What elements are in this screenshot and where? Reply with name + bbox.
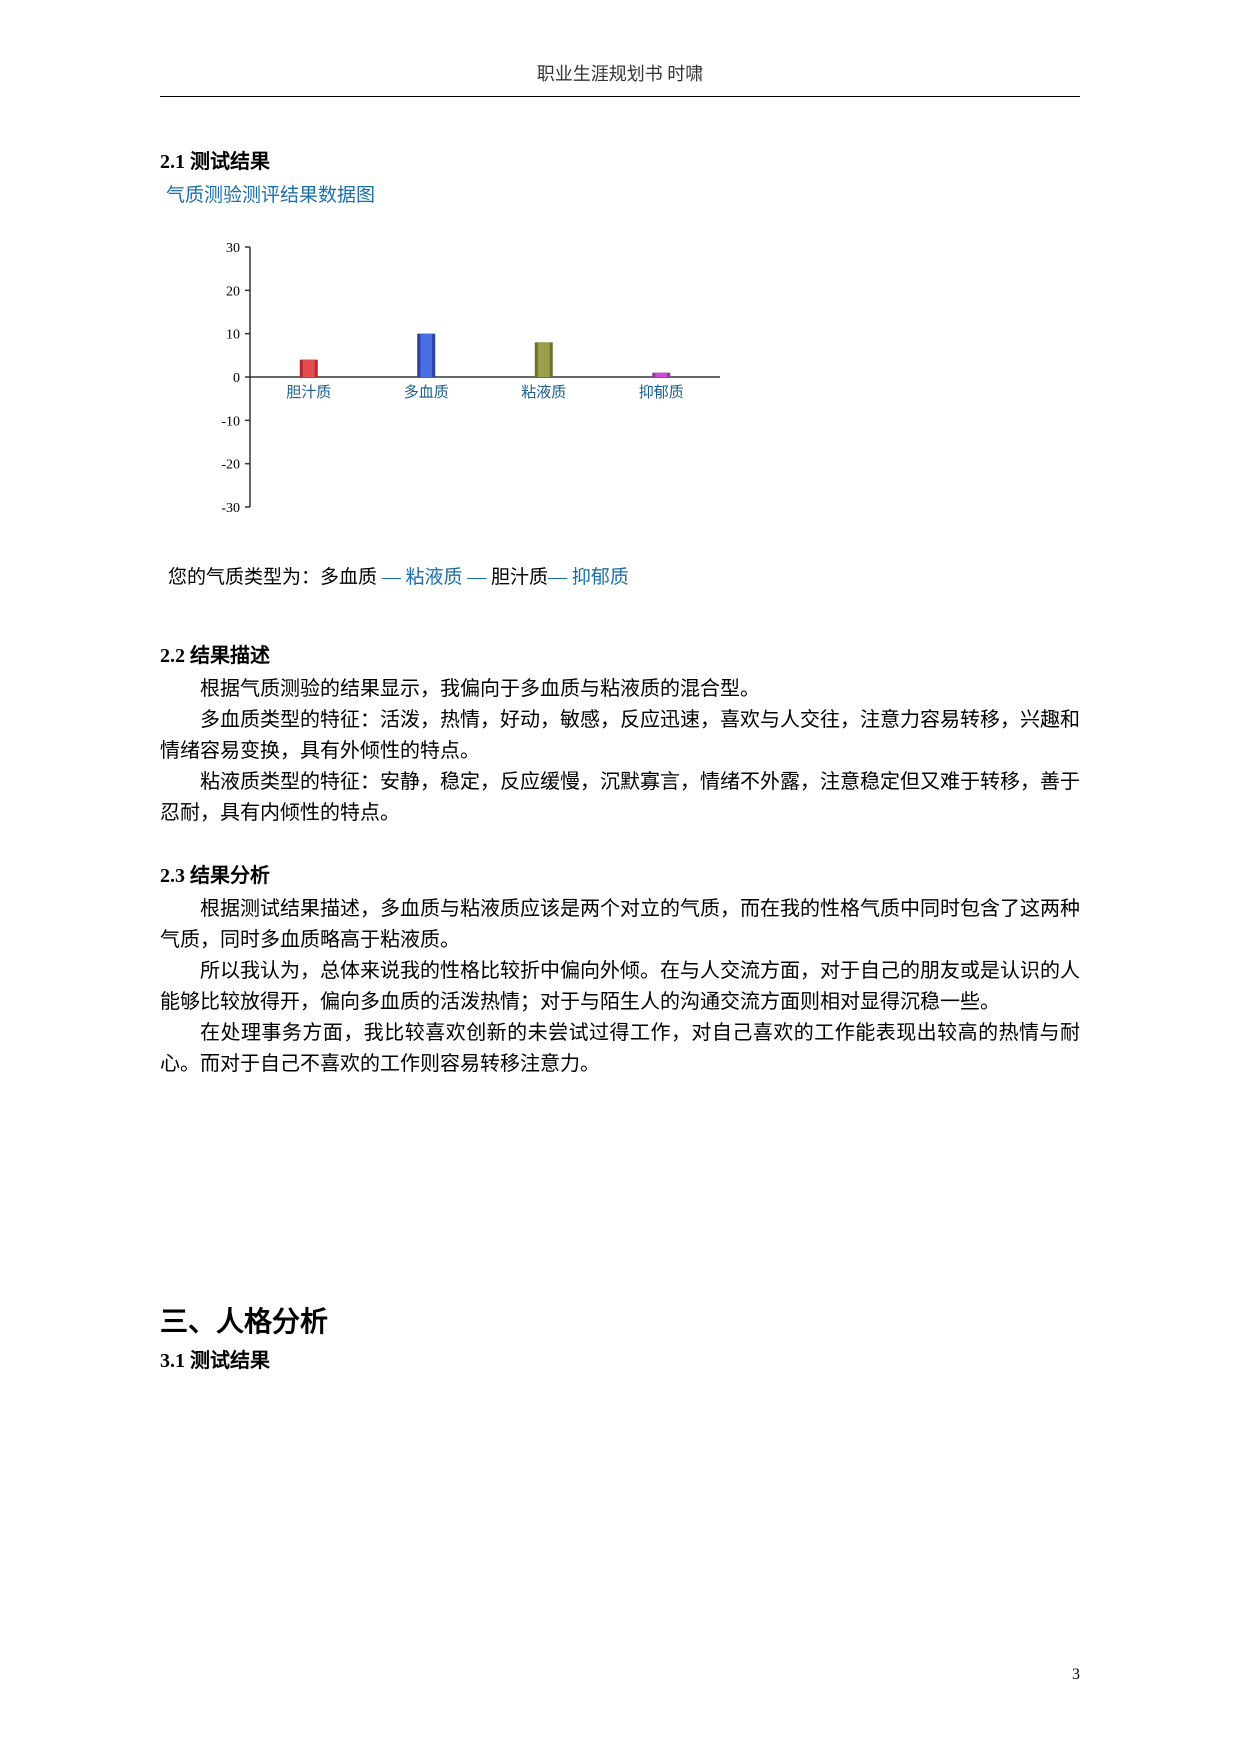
svg-text:20: 20 (226, 284, 240, 299)
type-sep-2: — (463, 567, 492, 588)
chart-caption: 气质测验测评结果数据图 (166, 180, 1080, 207)
page-header: 职业生涯规划书 时啸 (160, 60, 1080, 97)
svg-text:30: 30 (226, 241, 240, 256)
svg-text:多血质: 多血质 (404, 384, 449, 401)
s23-p2: 所以我认为，总体来说我的性格比较折中偏向外倾。在与人交流方面，对于自己的朋友或是… (160, 956, 1080, 1018)
svg-text:抑郁质: 抑郁质 (639, 384, 684, 401)
type-label: 您的气质类型为： (168, 567, 320, 588)
type-1: 多血质 (320, 567, 377, 588)
s22-p2: 多血质类型的特征：活泼，热情，好动，敏感，反应迅速，喜欢与人交往，注意力容易转移… (160, 705, 1080, 767)
s22-p1: 根据气质测验的结果显示，我偏向于多血质与粘液质的混合型。 (160, 674, 1080, 705)
chart-svg: 30 20 10 0 -10 -20 -30 胆汁质 多血质 粘液质 抑郁质 (200, 237, 730, 517)
s23-p3: 在处理事务方面，我比较喜欢创新的未尝试过得工作，对自己喜欢的工作能表现出较高的热… (160, 1018, 1080, 1080)
svg-text:10: 10 (226, 328, 240, 343)
type-sep-3: — (548, 567, 572, 588)
header-title: 职业生涯规划书 时啸 (537, 64, 704, 84)
svg-text:0: 0 (233, 371, 240, 386)
heading-3: 三、人格分析 (160, 1300, 1080, 1340)
type-2: 粘液质 (406, 567, 463, 588)
svg-text:-10: -10 (221, 414, 240, 429)
type-3: 胆汁质 (491, 567, 548, 588)
svg-text:粘液质: 粘液质 (521, 384, 566, 401)
heading-2-2: 2.2 结果描述 (160, 639, 1080, 668)
s23-p1: 根据测试结果描述，多血质与粘液质应该是两个对立的气质，而在我的性格气质中同时包含… (160, 894, 1080, 956)
page-number: 3 (1072, 1666, 1080, 1684)
svg-text:胆汁质: 胆汁质 (286, 384, 331, 401)
type-4: 抑郁质 (572, 567, 629, 588)
svg-text:-30: -30 (221, 501, 240, 516)
heading-3-1: 3.1 测试结果 (160, 1344, 1080, 1373)
s22-p3: 粘液质类型的特征：安静，稳定，反应缓慢，沉默寡言，情绪不外露，注意稳定但又难于转… (160, 767, 1080, 829)
heading-2-3: 2.3 结果分析 (160, 859, 1080, 888)
heading-2-1: 2.1 测试结果 (160, 145, 1080, 174)
type-sep-1: — (377, 567, 406, 588)
temperament-chart: 30 20 10 0 -10 -20 -30 胆汁质 多血质 粘液质 抑郁质 (200, 237, 1080, 522)
type-line: 您的气质类型为：多血质 — 粘液质 — 胆汁质— 抑郁质 (168, 562, 1080, 589)
svg-text:-20: -20 (221, 458, 240, 473)
